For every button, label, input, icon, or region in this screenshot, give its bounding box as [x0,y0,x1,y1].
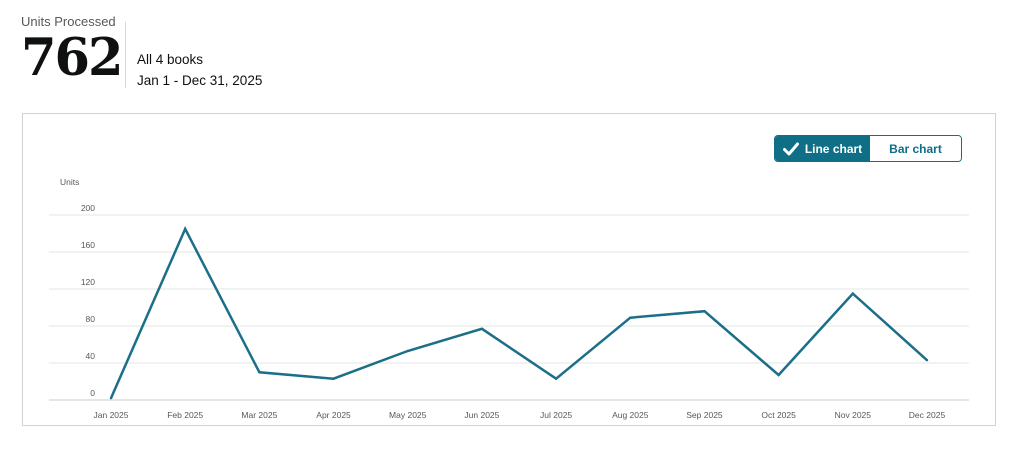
x-tick-label: Jul 2025 [540,410,572,420]
y-tick-label: 0 [90,388,95,398]
data-point [258,371,261,374]
data-point [703,310,706,313]
bar-chart-label: Bar chart [889,141,942,156]
y-tick-label: 120 [81,277,95,287]
y-tick-label: 200 [81,203,95,213]
data-point [109,396,113,400]
line-chart-button[interactable]: Line chart [775,136,870,161]
x-tick-label: Mar 2025 [241,410,277,420]
data-point [777,373,780,377]
x-tick-label: Dec 2025 [909,410,946,420]
data-point [629,316,632,319]
date-range: Jan 1 - Dec 31, 2025 [137,73,263,88]
series-line [109,225,928,399]
x-tick-label: Jan 2025 [94,410,129,420]
x-tick-label: Feb 2025 [167,410,203,420]
data-point [925,359,929,362]
y-tick-label: 80 [86,314,96,324]
metric-label: Units Processed [21,14,116,29]
y-axis-title: Units [60,177,79,187]
y-tick-label: 40 [86,351,96,361]
data-point [406,349,409,353]
summary-divider [125,22,126,88]
line-chart-label: Line chart [804,141,863,156]
x-tick-label: Aug 2025 [612,410,649,420]
x-tick-label: Jun 2025 [464,410,499,420]
book-scope: All 4 books [137,52,204,67]
metric-value: 762 [21,28,123,88]
data-point [851,292,855,295]
y-tick-label: 160 [81,240,95,250]
x-tick-label: Apr 2025 [316,410,351,420]
data-point [183,227,187,231]
data-point [554,377,558,380]
checkmark-icon [782,142,799,155]
x-tick-label: Oct 2025 [761,410,796,420]
data-point [480,327,484,330]
units-line-chart: Units 0 40 80 120 160 200 Jan 2025 Feb 2025 Mar 2… [49,177,969,420]
bar-chart-button[interactable]: Bar chart [870,136,961,161]
x-tick-label: May 2025 [389,410,427,420]
data-point [332,377,335,380]
chart-panel: Units 0 40 80 120 160 200 Jan 2025 Feb 2025 Mar 2… [22,113,996,426]
x-tick-label: Sep 2025 [686,410,723,420]
x-tick-label: Nov 2025 [835,410,872,420]
chart-type-toggle: Line chart Bar chart [774,135,962,162]
